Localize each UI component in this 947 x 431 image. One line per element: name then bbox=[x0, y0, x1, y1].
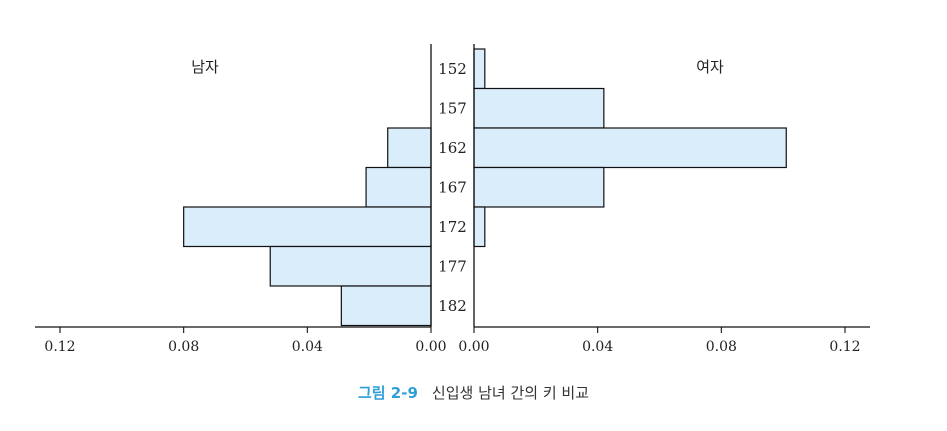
category-label-152: 152 bbox=[438, 60, 467, 78]
x-tick-label-right: 0.08 bbox=[706, 339, 737, 355]
x-tick-label-left: 0.04 bbox=[292, 339, 323, 355]
category-label-157: 157 bbox=[438, 99, 467, 117]
series-label-male: 남자 bbox=[191, 58, 219, 76]
figure-number: 그림 2-9 bbox=[357, 384, 418, 402]
bar-male-162 bbox=[387, 127, 432, 169]
x-tick-label-right: 0.12 bbox=[829, 339, 860, 355]
bar-male-172 bbox=[183, 206, 432, 248]
x-tick-label-right: 0.00 bbox=[458, 339, 489, 355]
bar-female-157 bbox=[473, 87, 605, 129]
axes-group bbox=[35, 44, 870, 328]
bar-male-167 bbox=[365, 166, 432, 208]
bar-female-167 bbox=[473, 166, 605, 208]
bar-female-172 bbox=[473, 206, 486, 248]
category-label-162: 162 bbox=[438, 139, 467, 157]
category-label-167: 167 bbox=[438, 178, 467, 196]
series-label-female: 여자 bbox=[696, 58, 724, 76]
bar-female-152 bbox=[473, 48, 486, 90]
category-label-182: 182 bbox=[438, 297, 467, 315]
figure-title: 신입생 남녀 간의 키 비교 bbox=[431, 384, 589, 402]
x-tick-label-left: 0.00 bbox=[415, 339, 446, 355]
category-label-177: 177 bbox=[438, 257, 467, 275]
x-tick-label-left: 0.12 bbox=[44, 339, 75, 355]
bar-male-182 bbox=[340, 285, 432, 327]
bar-male-177 bbox=[269, 245, 432, 287]
category-label-172: 172 bbox=[438, 218, 467, 236]
ticks-group: 0.12 0.08 0.04 0.00 0.00 0.04 0.08 0.12 bbox=[44, 327, 861, 355]
bars-group bbox=[183, 48, 787, 327]
x-tick-label-left: 0.08 bbox=[168, 339, 199, 355]
pyramid-chart: 남자 여자 0.12 0.08 0.04 0.00 0.00 0.04 0.08 0.12 1… bbox=[35, 44, 870, 355]
x-tick-label-right: 0.04 bbox=[582, 339, 613, 355]
category-labels-group: 152 157 162 167 172 177 182 bbox=[438, 60, 467, 315]
figure-caption: 그림 2-9 신입생 남녀 간의 키 비교 bbox=[0, 382, 947, 403]
bar-female-162 bbox=[473, 127, 787, 169]
